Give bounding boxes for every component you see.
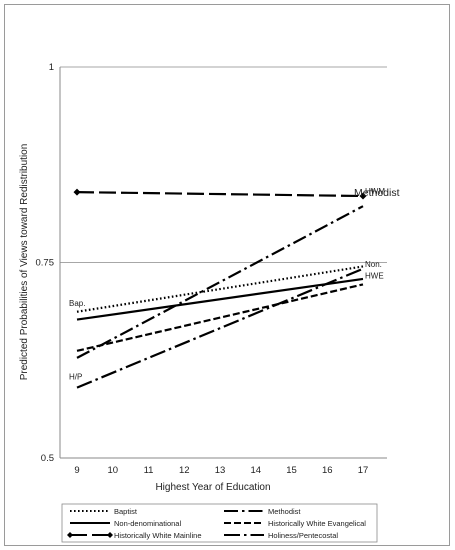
- series-line-1: [76, 205, 364, 359]
- legend: Baptist Methodist Non-denominational Histor…: [67, 507, 366, 540]
- legend-box: [61, 503, 378, 543]
- x-tick-label: 15: [286, 465, 297, 476]
- y-tick-label: 1: [49, 62, 54, 73]
- legend-entry-label: Historically White Mainline: [114, 531, 202, 540]
- legend-entry-label: Non-denominational: [114, 519, 181, 528]
- series-annotation: Bap.: [69, 299, 85, 308]
- series-annotation: HWM: [365, 187, 385, 196]
- y-tick-label: 0.75: [36, 258, 55, 269]
- series-marker: [73, 188, 81, 196]
- y-tick-labels: 1 0.75 0.5: [36, 62, 55, 464]
- series-line-5: [76, 267, 364, 389]
- legend-entry-label: Methodist: [268, 507, 301, 516]
- series-annotation: H/P: [69, 373, 82, 382]
- series-annotation: Non.: [365, 260, 382, 269]
- y-axis-title: Predicted Probabilities of Views toward …: [19, 144, 30, 381]
- x-tick-label: 16: [322, 465, 333, 476]
- chart-frame: [4, 4, 450, 546]
- series-line-4: [76, 191, 364, 198]
- gridlines: [60, 66, 387, 263]
- series-annotation: Methodist: [354, 187, 400, 199]
- series-line-2: [76, 277, 364, 321]
- series-lines: [73, 188, 367, 389]
- series-annotations: Bap. Methodist Non. HWE HWM H/P: [69, 187, 400, 382]
- x-tick-label: 13: [215, 465, 226, 476]
- x-tick-label: 14: [250, 465, 261, 476]
- series-annotation: HWE: [365, 271, 384, 280]
- legend-entry-label: Baptist: [114, 507, 138, 516]
- legend-entry-label: Historically White Evangelical: [268, 519, 366, 528]
- legend-marker: [107, 532, 113, 538]
- legend-entry-label: Holiness/Pentecostal: [268, 531, 338, 540]
- x-tick-label: 12: [179, 465, 190, 476]
- x-axis-title: Highest Year of Education: [155, 482, 270, 493]
- legend-marker: [67, 532, 73, 538]
- x-tick-label: 11: [144, 465, 154, 476]
- x-tick-labels: 9 10 11 12 13 14 15 16 17: [74, 465, 368, 476]
- x-tick-label: 10: [107, 465, 118, 476]
- x-tick-label: 17: [358, 465, 369, 476]
- series-line-3: [76, 283, 364, 352]
- series-marker: [359, 192, 367, 200]
- y-tick-label: 0.5: [41, 453, 54, 464]
- series-line-0: [76, 265, 364, 313]
- x-tick-label: 9: [74, 465, 79, 476]
